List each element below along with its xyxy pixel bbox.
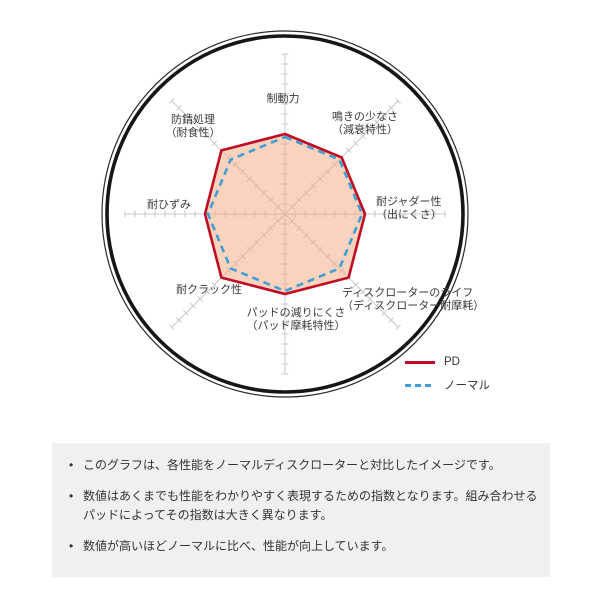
legend-pd-row: PD <box>405 355 490 369</box>
pd-series-polygon <box>203 132 367 296</box>
legend-normal-label: ノーマル <box>444 380 490 392</box>
axis-label-pad-wear: パッドの減りにくさ （パッド摩耗特性） <box>246 307 346 332</box>
legend-normal-row: ノーマル <box>405 378 490 392</box>
normal-series-polygon <box>206 135 364 293</box>
radar-chart-svg <box>101 30 469 398</box>
normal-dashed-line-swatch <box>405 383 435 387</box>
axis-label-braking-power: 制動力 <box>266 93 300 105</box>
axis-label-judder-resistance: 耐ジャダー性 （出にくさ） <box>376 196 442 221</box>
axis-label-crack-resistance: 耐クラック性 <box>176 284 242 296</box>
axis-label-rotor-life: ディスクローターのライフ （ディスクローター耐摩耗） <box>342 287 485 312</box>
note-item: 数値はあくまでも性能をわかりやすく表現するための指数となります。組み合わせるパッ… <box>68 487 540 525</box>
disc-outer-ring <box>101 30 469 398</box>
disc-main-ring <box>105 34 465 394</box>
axis-label-rust-proofing: 防錆処理 （耐食性） <box>165 114 221 139</box>
note-item: 数値が高いほどノーマルに比べ、性能が向上しています。 <box>68 537 540 556</box>
legend: PD ノーマル <box>405 355 490 401</box>
note-item: このグラフは、各性能をノーマルディスクローターと対比したイメージです。 <box>68 456 540 475</box>
axis-label-low-noise: 鳴きの少なさ （減衰特性） <box>332 111 398 136</box>
notes-panel: このグラフは、各性能をノーマルディスクローターと対比したイメージです。 数値はあ… <box>52 443 550 577</box>
legend-pd-label: PD <box>444 356 460 368</box>
axis-label-distortion-resistance: 耐ひずみ <box>147 199 191 211</box>
pd-solid-line-swatch <box>405 360 435 364</box>
notes-list: このグラフは、各性能をノーマルディスクローターと対比したイメージです。 数値はあ… <box>68 456 540 556</box>
radar-chart: 制動力 鳴きの少なさ （減衰特性） 耐ジャダー性 （出にくさ） ディスクローター… <box>101 30 490 401</box>
